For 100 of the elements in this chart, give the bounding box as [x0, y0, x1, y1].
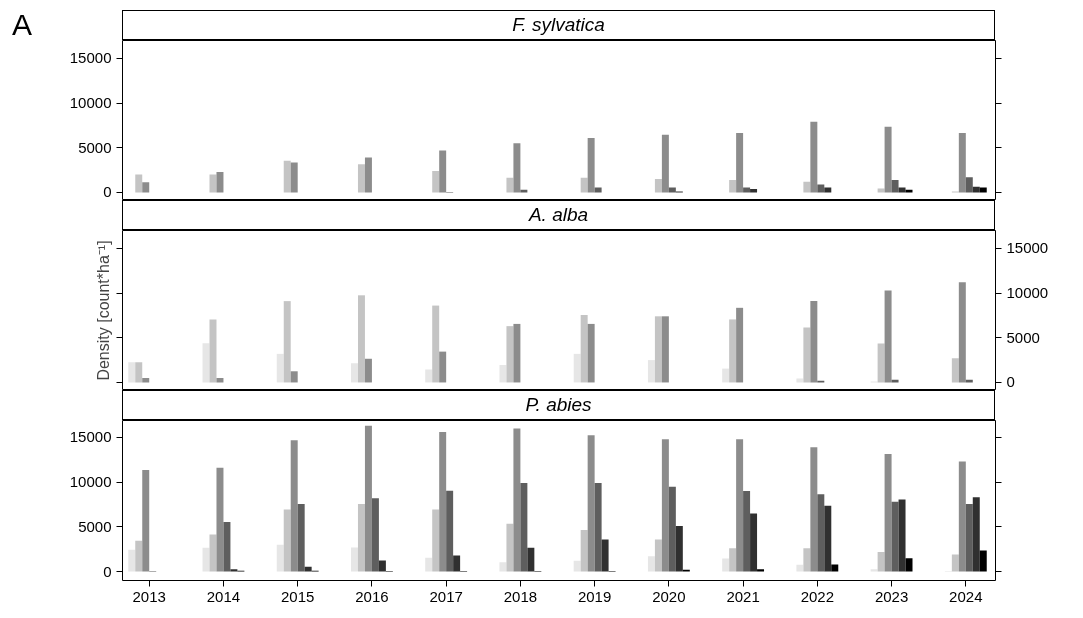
bar	[877, 551, 885, 572]
bar	[810, 301, 818, 383]
bar	[135, 174, 143, 193]
bar	[958, 282, 966, 383]
bar	[276, 544, 284, 572]
bar	[729, 548, 737, 572]
bar	[446, 490, 454, 572]
bar	[283, 509, 291, 572]
bar	[580, 177, 588, 193]
bar	[877, 343, 885, 383]
y-axis-title: Density [count*ha⁻¹]	[94, 240, 112, 381]
bar	[951, 554, 959, 572]
bar	[675, 525, 683, 572]
bar	[757, 569, 765, 572]
bar	[972, 186, 980, 193]
bar	[357, 504, 365, 572]
bar	[135, 362, 143, 383]
chart-title: F. sylvatica	[512, 13, 605, 37]
bar	[587, 323, 595, 383]
bar	[499, 562, 507, 572]
bar	[142, 182, 150, 193]
bar	[350, 547, 358, 572]
bar	[668, 486, 676, 572]
chart-title: A. alba	[528, 203, 589, 227]
bar	[736, 133, 744, 193]
text: A	[12, 8, 33, 41]
bar	[290, 440, 298, 572]
bar	[499, 365, 507, 383]
y-tick-label: 10000	[69, 473, 112, 491]
bar	[216, 467, 224, 572]
bar	[216, 171, 224, 193]
bar	[796, 378, 804, 383]
bar	[513, 143, 521, 193]
bar	[647, 556, 655, 572]
bar	[520, 483, 528, 572]
x-tick-label: 2020	[652, 587, 686, 605]
bar	[891, 501, 899, 572]
bar	[817, 184, 825, 193]
bar	[513, 323, 521, 383]
bar	[216, 377, 224, 383]
bar	[647, 360, 655, 383]
x-tick-label: 2024	[949, 587, 983, 605]
bar	[729, 179, 737, 193]
bar	[661, 316, 669, 383]
bar	[364, 425, 372, 572]
bar	[371, 498, 379, 572]
bar	[513, 428, 521, 572]
bar	[736, 307, 744, 383]
bar	[580, 530, 588, 572]
y2-tick-label: 10000	[1006, 284, 1049, 302]
bar	[884, 290, 892, 383]
bar	[202, 547, 210, 572]
y-tick-label: 15000	[69, 428, 112, 446]
bar	[587, 137, 595, 193]
bar	[425, 557, 433, 572]
bar	[810, 121, 818, 193]
bar	[439, 150, 447, 193]
bar	[817, 494, 825, 572]
bar	[202, 343, 210, 383]
bar	[135, 540, 143, 572]
bar	[965, 504, 973, 572]
bar	[290, 371, 298, 383]
bar	[884, 454, 892, 572]
bar	[736, 439, 744, 572]
bar	[297, 504, 305, 572]
y-tick-label: 0	[103, 183, 112, 201]
bar	[810, 447, 818, 572]
y-tick-label: 0	[103, 562, 112, 580]
bar	[654, 179, 662, 193]
x-tick-label: 2021	[726, 587, 760, 605]
y2-tick-label: 5000	[1006, 328, 1040, 346]
bar	[432, 171, 440, 193]
bar	[432, 305, 440, 383]
bar	[453, 555, 461, 572]
chart-title: P. abies	[525, 393, 592, 417]
bar	[824, 505, 832, 572]
bar	[898, 499, 906, 572]
bar	[290, 162, 298, 193]
x-tick-label: 2014	[206, 587, 241, 605]
bar	[439, 351, 447, 383]
bar	[527, 547, 535, 572]
bar	[364, 358, 372, 383]
x-tick-label: 2013	[132, 587, 166, 605]
bar	[350, 363, 358, 383]
bar	[587, 435, 595, 572]
bar	[965, 177, 973, 193]
bar	[722, 368, 730, 383]
bar	[803, 548, 811, 572]
bar	[722, 558, 730, 572]
bar	[891, 179, 899, 193]
bar	[357, 164, 365, 193]
bar	[142, 377, 150, 383]
x-tick-label: 2019	[577, 587, 612, 605]
y-tick-label: 15000	[69, 49, 112, 67]
y-tick-label: 5000	[78, 138, 112, 156]
x-tick-label: 2022	[800, 587, 835, 605]
bar	[283, 160, 291, 193]
bar	[654, 539, 662, 572]
bar	[276, 353, 284, 383]
bar	[506, 523, 514, 572]
